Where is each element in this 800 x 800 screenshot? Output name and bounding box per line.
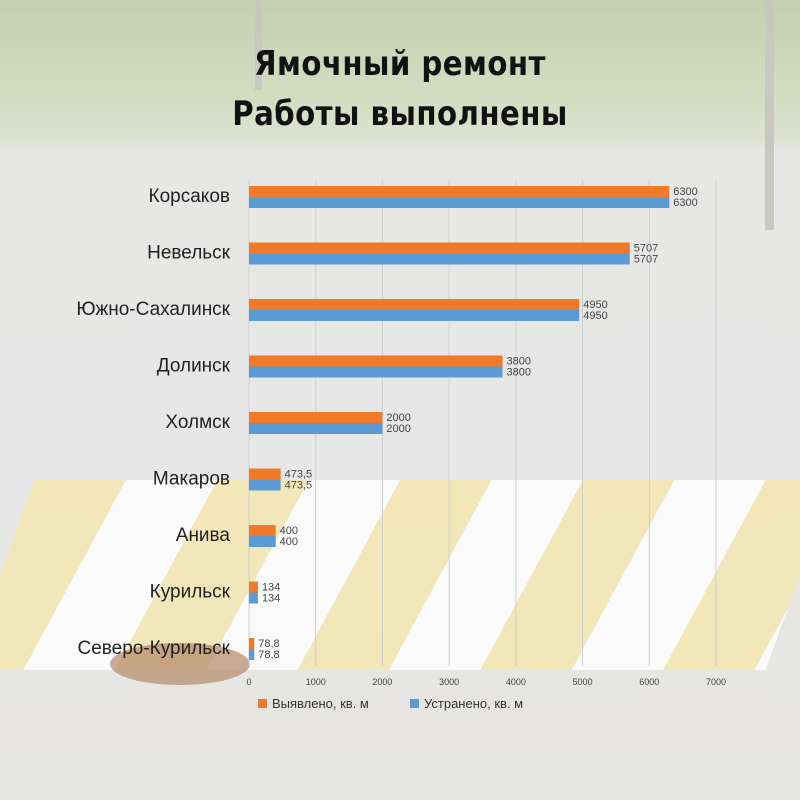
bar (249, 355, 503, 367)
x-tick-label: 4000 (506, 677, 526, 687)
bar (249, 186, 670, 197)
data-label: 78,8 (258, 649, 279, 661)
bar (249, 366, 503, 378)
bar (249, 253, 630, 265)
chart-title: Ямочный ремонт (254, 44, 546, 84)
category-label: Корсаков (149, 186, 230, 207)
data-label: 78,8 (258, 638, 279, 650)
data-label: 4950 (583, 299, 607, 311)
category-label: Долинск (157, 356, 231, 377)
data-label: 5707 (634, 243, 658, 255)
category-label: Макаров (153, 469, 230, 490)
chart-subtitle: Работы выполнены (232, 94, 568, 134)
category-label: Холмск (165, 412, 230, 433)
bars (249, 186, 670, 660)
category-label: Северо-Курильск (77, 638, 230, 659)
bar (249, 592, 258, 604)
bar (249, 649, 255, 660)
data-label: 3800 (507, 356, 531, 368)
data-label: 6300 (673, 186, 697, 198)
data-label: 134 (262, 582, 280, 594)
data-label: 5707 (634, 254, 658, 266)
pole (765, 0, 774, 230)
category-label: Южно-Сахалинск (76, 299, 230, 320)
x-tick-label: 7000 (706, 677, 726, 687)
data-label: 2000 (386, 412, 410, 424)
data-label: 3800 (507, 367, 531, 379)
bar (249, 242, 630, 254)
legend-label: Выявлено, кв. м (272, 696, 369, 711)
labels: 0 1000 2000 3000 4000 5000 6000 7000 Корсаков 630… (76, 186, 726, 687)
data-label: 473,5 (285, 480, 313, 492)
bar (249, 638, 255, 649)
bar (249, 310, 580, 321)
pole (255, 0, 262, 90)
data-label: 4950 (583, 310, 607, 322)
data-label: 2000 (386, 423, 410, 435)
x-tick-label: 0 (246, 677, 251, 687)
data-label: 473,5 (285, 469, 313, 481)
data-label: 400 (280, 536, 298, 548)
data-label: 400 (280, 525, 298, 537)
bar (249, 197, 670, 208)
bar (249, 412, 383, 423)
data-label: 134 (262, 593, 280, 605)
x-tick-label: 3000 (439, 677, 459, 687)
manhole-cover (110, 643, 250, 685)
bar (249, 581, 258, 593)
bar (249, 468, 281, 480)
data-label: 6300 (673, 197, 697, 209)
category-label: Невельск (147, 243, 231, 264)
legend-swatch (410, 699, 419, 708)
bar (249, 423, 383, 434)
legend-label: Устранено, кв. м (424, 696, 523, 711)
bar (249, 299, 580, 310)
legend: Выявлено, кв. м Устранено, кв. м (258, 696, 523, 711)
legend-swatch (258, 699, 267, 708)
x-tick-label: 6000 (639, 677, 659, 687)
x-tick-label: 1000 (306, 677, 326, 687)
category-label: Курильск (150, 582, 231, 603)
bar (249, 536, 276, 547)
category-label: Анива (176, 525, 231, 546)
bar (249, 479, 281, 491)
x-tick-label: 5000 (573, 677, 593, 687)
x-tick-label: 2000 (372, 677, 392, 687)
bar (249, 525, 276, 536)
